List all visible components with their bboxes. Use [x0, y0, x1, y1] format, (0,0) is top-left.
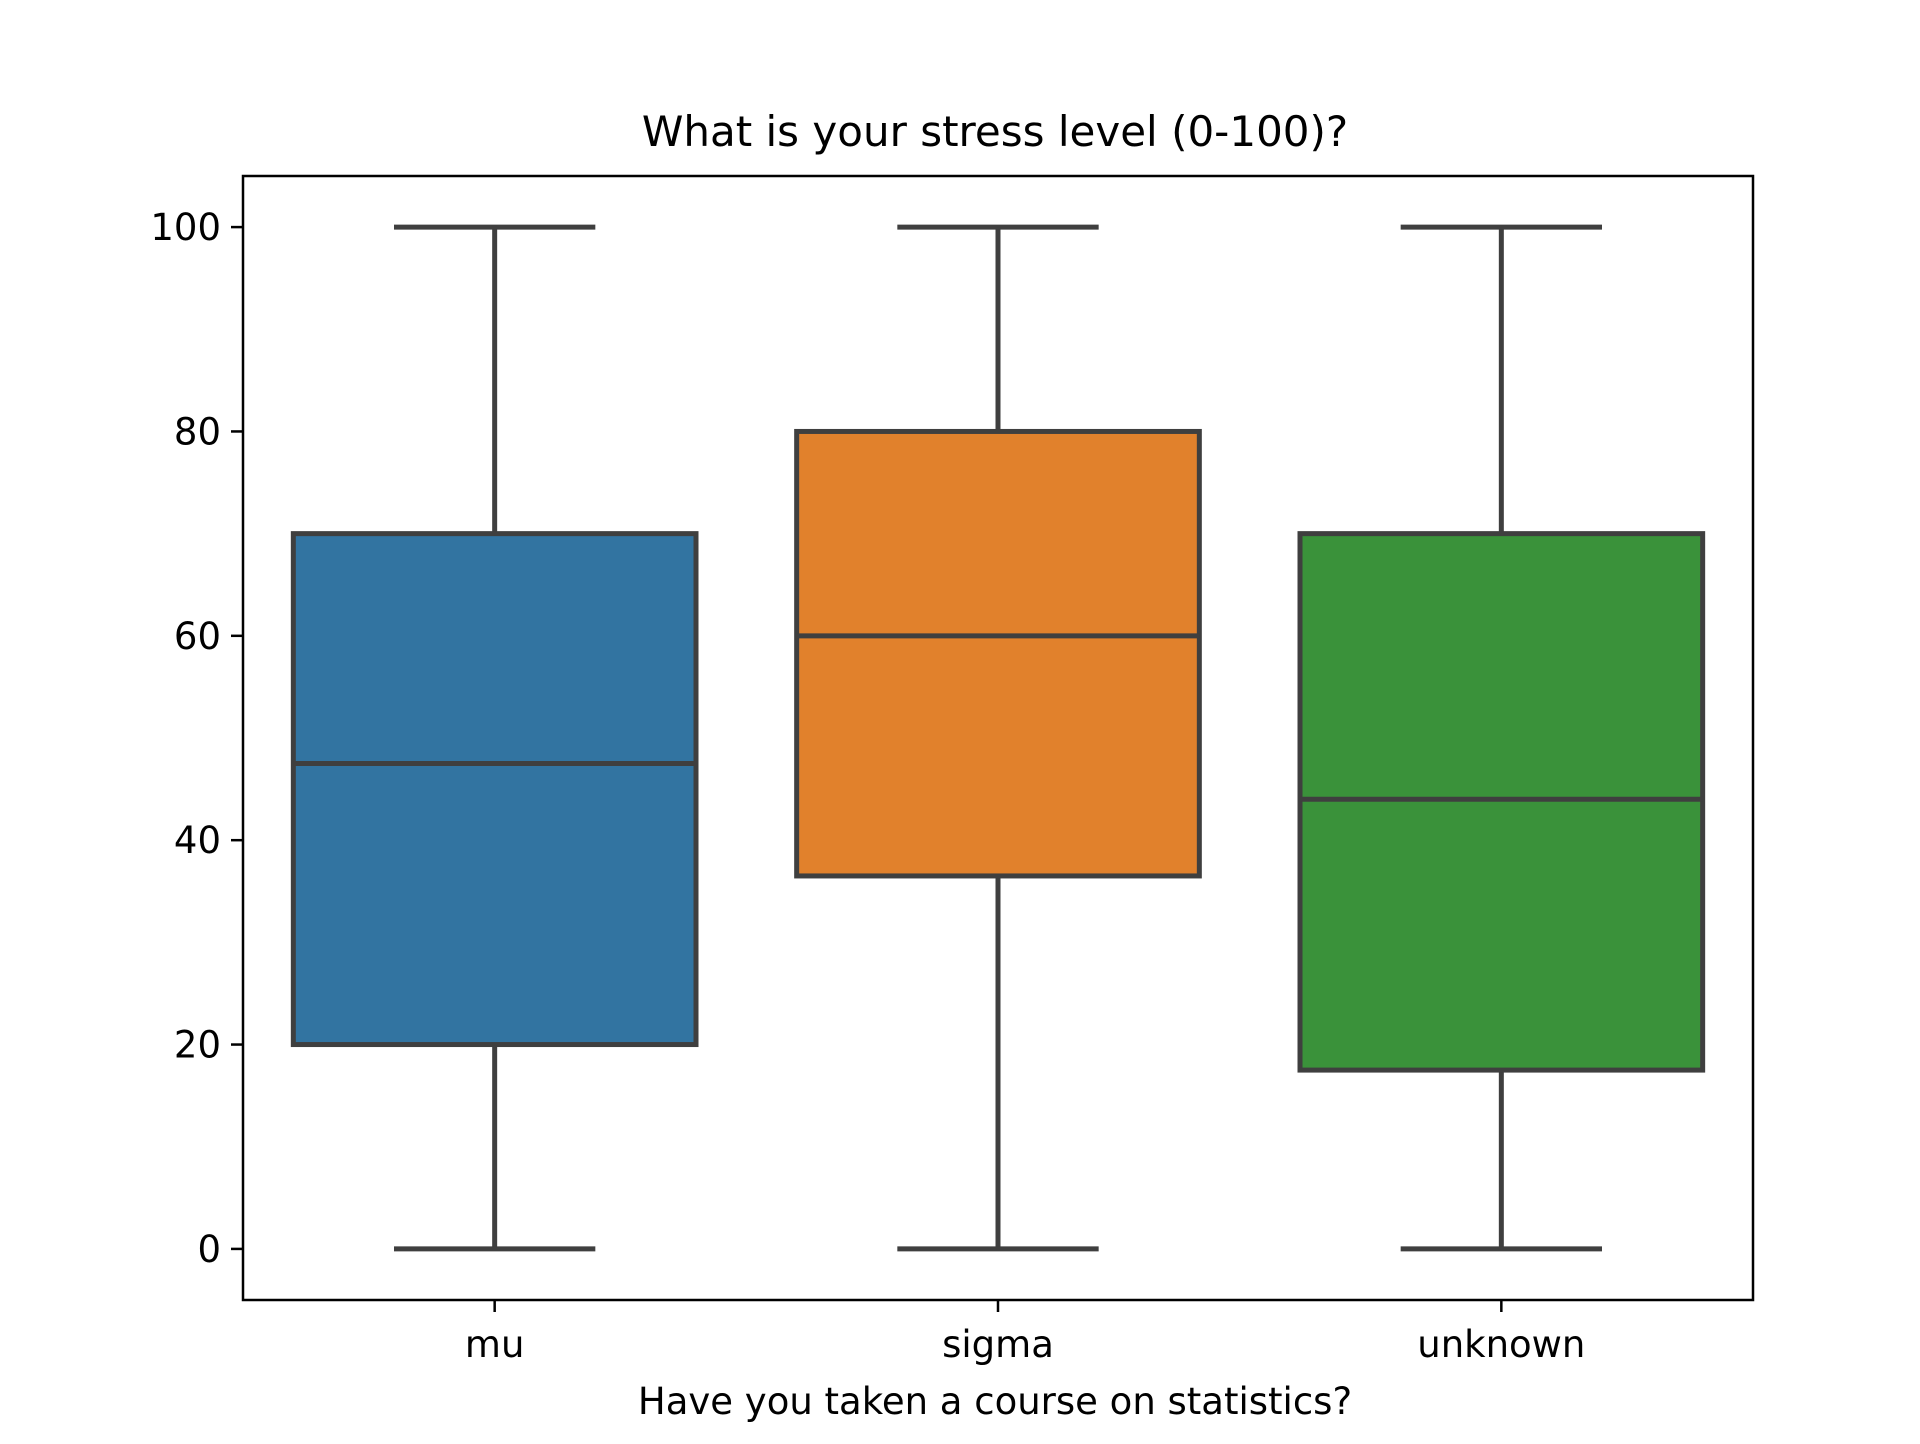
chart-title: What is your stress level (0-100)? — [642, 107, 1348, 156]
x-tick-label-sigma: sigma — [942, 1323, 1054, 1366]
y-tick-label-40: 40 — [174, 819, 221, 862]
x-tick-label-mu: mu — [465, 1323, 525, 1366]
y-tick-label-100: 100 — [150, 206, 221, 249]
box-unknown — [1297, 531, 1706, 1073]
box-sigma — [794, 428, 1202, 879]
x-tick-label-unknown: unknown — [1417, 1323, 1585, 1366]
x-axis-label: Have you taken a course on statistics? — [638, 1380, 1352, 1423]
plot-area: 0 20 40 60 80 100 mu sigma unknown — [150, 174, 1755, 1366]
y-tick-label-80: 80 — [174, 410, 221, 453]
box-mu — [290, 531, 699, 1048]
y-tick-label-0: 0 — [197, 1228, 221, 1271]
y-tick-label-20: 20 — [174, 1024, 221, 1067]
y-tick-label-60: 60 — [174, 615, 221, 658]
